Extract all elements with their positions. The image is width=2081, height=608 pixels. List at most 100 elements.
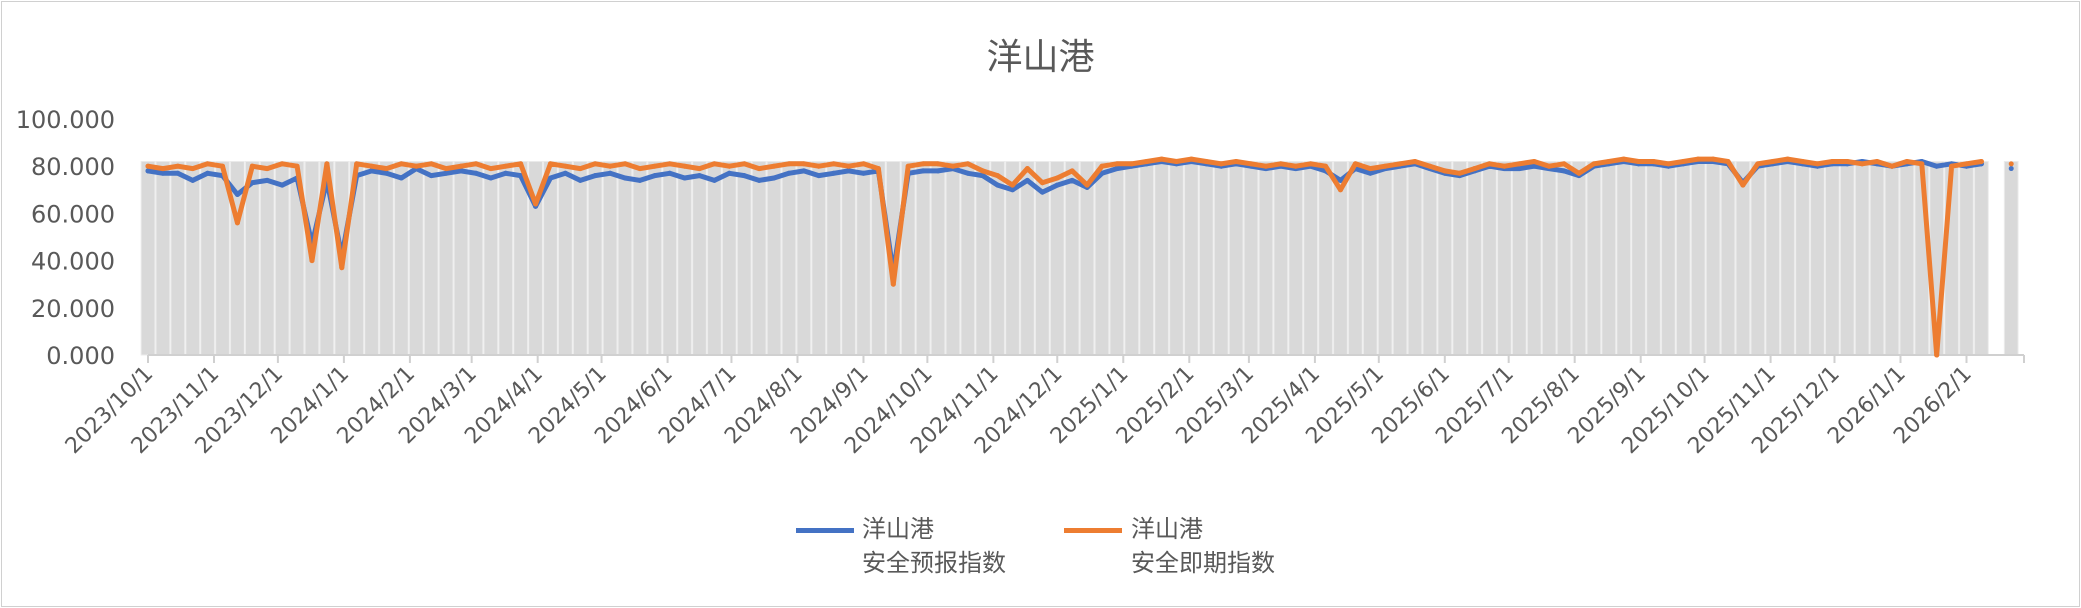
data-point xyxy=(1770,158,1776,164)
data-point xyxy=(965,170,971,176)
background-column xyxy=(1526,160,1542,356)
data-point xyxy=(831,170,837,176)
data-point xyxy=(428,173,434,179)
data-point xyxy=(1099,170,1105,176)
data-point xyxy=(443,170,449,176)
data-point xyxy=(294,175,300,181)
data-point xyxy=(1412,158,1418,164)
data-point xyxy=(458,168,464,174)
background-column xyxy=(1377,160,1393,356)
background-column xyxy=(1362,160,1378,356)
data-point xyxy=(711,161,717,167)
y-tick-label: 0.000 xyxy=(46,342,115,370)
data-point xyxy=(1159,156,1165,162)
background-column xyxy=(1571,160,1587,356)
background-column xyxy=(1049,160,1065,356)
data-point xyxy=(428,161,434,167)
background-column xyxy=(1690,160,1706,356)
data-point xyxy=(831,161,837,167)
background-column xyxy=(1541,160,1557,356)
data-point xyxy=(995,173,1001,179)
data-point xyxy=(637,177,643,183)
background-column xyxy=(274,160,290,356)
background-column xyxy=(975,160,991,356)
data-point xyxy=(1829,158,1835,164)
data-point xyxy=(190,177,196,183)
background-column xyxy=(1765,160,1781,356)
background-column xyxy=(826,160,842,356)
data-point xyxy=(1010,182,1016,188)
y-tick-label: 100.000 xyxy=(16,106,115,134)
background-column xyxy=(796,160,812,356)
background-column xyxy=(1303,160,1319,356)
data-point xyxy=(667,170,673,176)
background-column xyxy=(677,160,692,356)
data-point xyxy=(1546,163,1552,169)
data-point xyxy=(1352,166,1358,172)
data-point xyxy=(816,173,822,179)
background-column xyxy=(1348,160,1363,356)
background-column xyxy=(1482,160,1497,356)
background-column xyxy=(453,160,469,356)
background-column xyxy=(602,160,618,356)
data-point xyxy=(697,166,703,172)
legend-swatch-forecast xyxy=(796,528,854,533)
background-column xyxy=(1109,160,1125,356)
background-column xyxy=(1884,160,1900,356)
data-point xyxy=(667,161,673,167)
data-point xyxy=(1114,161,1120,167)
data-point xyxy=(1308,161,1314,167)
background-column xyxy=(1213,160,1229,356)
data-point xyxy=(1561,161,1567,167)
background-column xyxy=(364,160,379,356)
data-point xyxy=(1680,158,1686,164)
background-column xyxy=(1497,160,1512,356)
data-point xyxy=(160,166,166,172)
data-point xyxy=(220,173,226,179)
background-column xyxy=(1288,160,1304,356)
background-column xyxy=(1392,160,1408,356)
data-point xyxy=(771,163,777,169)
background-column xyxy=(394,160,409,356)
data-point xyxy=(205,161,211,167)
data-point xyxy=(1934,163,1940,169)
data-point xyxy=(1248,161,1254,167)
data-point xyxy=(920,161,926,167)
legend-swatch-spot xyxy=(1064,528,1122,533)
data-point xyxy=(1516,161,1522,167)
data-point xyxy=(1203,158,1209,164)
background-column xyxy=(647,160,663,356)
data-point xyxy=(369,168,375,174)
data-point xyxy=(160,170,166,176)
data-point xyxy=(324,177,330,183)
data-point xyxy=(1293,163,1299,169)
data-point xyxy=(1352,161,1358,167)
data-point xyxy=(1114,166,1120,172)
data-point xyxy=(2008,166,2014,172)
data-point xyxy=(1069,177,1075,183)
background-column xyxy=(498,160,514,356)
data-point xyxy=(1397,161,1403,167)
background-column xyxy=(1273,160,1289,356)
background-column xyxy=(1959,160,1974,356)
data-point xyxy=(1978,158,1984,164)
background-column xyxy=(781,160,797,356)
background-column xyxy=(1839,160,1855,356)
data-point xyxy=(1949,163,1955,169)
data-point xyxy=(1800,158,1806,164)
data-point xyxy=(264,177,270,183)
data-point xyxy=(622,161,628,167)
background-column xyxy=(1020,160,1035,356)
background-column xyxy=(1318,160,1333,356)
background-column xyxy=(185,160,201,356)
data-point xyxy=(1859,161,1865,167)
data-point xyxy=(309,258,315,264)
background-column xyxy=(155,160,171,356)
data-point xyxy=(1069,168,1075,174)
background-column xyxy=(1974,160,1989,356)
background-column xyxy=(1750,160,1766,356)
data-point xyxy=(145,168,151,174)
data-point xyxy=(1367,170,1373,176)
data-point xyxy=(592,173,598,179)
